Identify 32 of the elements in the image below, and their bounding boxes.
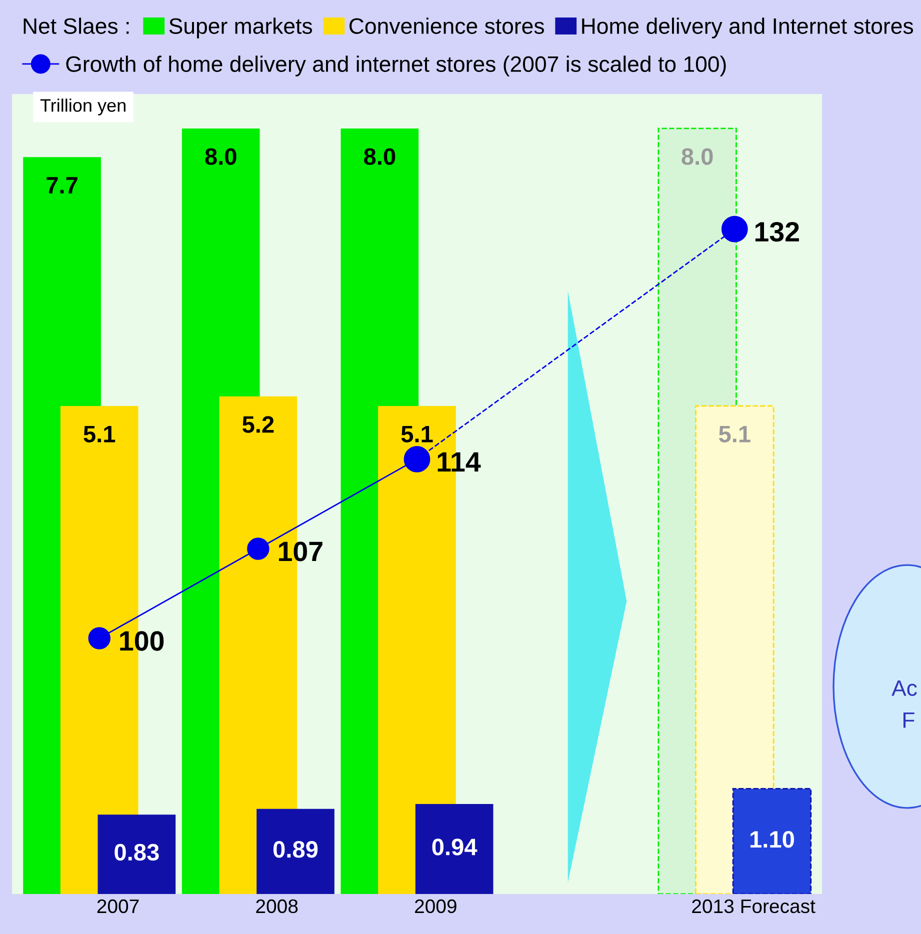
- data-label: 8.0: [364, 148, 396, 165]
- x-tick-label: 2013 Forecast: [692, 899, 816, 914]
- point: [721, 216, 748, 242]
- x-tick-label: 2009: [415, 899, 456, 914]
- text: F: [903, 712, 914, 728]
- data-label: 5.1: [718, 426, 750, 442]
- legend-title: Net Slaes :: [24, 18, 129, 34]
- data-label: 0.83: [114, 844, 159, 861]
- x-tick-label: 2007: [97, 899, 139, 914]
- data-label: 8.0: [205, 148, 236, 165]
- data-label: 5.1: [401, 426, 433, 442]
- x-tick-label: 2008: [256, 899, 298, 914]
- bar: [98, 814, 176, 894]
- legend-label: Home delivery and Internet stores: [582, 18, 914, 38]
- data-label: 5.2: [242, 416, 274, 433]
- legend-label: Growth of home delivery and internet stores (2007 is scaled to 100): [66, 56, 726, 76]
- bar: [732, 788, 812, 894]
- bar: [256, 808, 334, 894]
- point: [247, 538, 270, 560]
- data-label: 8.0: [682, 148, 713, 165]
- point: [88, 627, 110, 650]
- data-label: 5.1: [84, 426, 116, 442]
- legend-label: Super markets: [169, 18, 312, 38]
- data-label: 0.94: [432, 838, 478, 856]
- data-label: 7.7: [46, 177, 78, 194]
- data-label: 0.89: [273, 841, 318, 858]
- legend-label: Convenience stores: [350, 18, 544, 34]
- bar: [415, 804, 494, 894]
- data-label: 132: [755, 222, 799, 242]
- data-label: 1.10: [750, 830, 794, 848]
- text: Ac: [892, 680, 917, 696]
- y-axis-title: Trillion yen: [40, 98, 126, 116]
